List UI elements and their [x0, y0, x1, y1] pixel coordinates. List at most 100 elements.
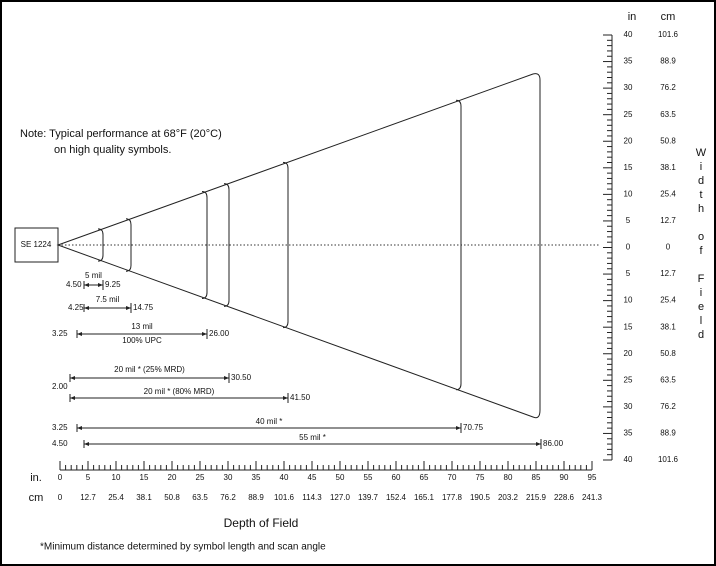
x-tick-label-in: 40: [280, 473, 289, 482]
y-tick-label-cm: 25.4: [660, 296, 676, 305]
note-line: Note: Typical performance at 68°F (20°C): [20, 128, 222, 140]
range-start: 4.50: [66, 280, 82, 289]
y-tick-label-cm: 76.2: [660, 83, 676, 92]
x-tick-label-cm: 152.4: [386, 493, 407, 502]
range-end: 30.50: [231, 373, 252, 382]
x-tick-label-in: 5: [86, 473, 91, 482]
x-tick-label-cm: 76.2: [220, 493, 236, 502]
y-tick-label-cm: 12.7: [660, 216, 676, 225]
width-arc: [125, 218, 132, 272]
x-tick-label-cm: 0: [58, 493, 63, 502]
x-tick-label-cm: 50.8: [164, 493, 180, 502]
y-tick-label-cm: 88.9: [660, 57, 676, 66]
y-tick-label-in: 0: [626, 243, 631, 252]
x-tick-label-in: 0: [58, 473, 63, 482]
x-tick-label-cm: 228.6: [554, 493, 575, 502]
y-tick-label-cm: 38.1: [660, 322, 676, 331]
x-tick-label-cm: 203.2: [498, 493, 519, 502]
y-tick-label-in: 15: [624, 163, 633, 172]
range-name: 40 mil *: [256, 417, 283, 426]
y-tick-label-cm: 25.4: [660, 189, 676, 198]
x-tick-label-in: 30: [224, 473, 233, 482]
x-tick-label-in: 55: [364, 473, 373, 482]
range-end: 86.00: [543, 439, 564, 448]
y-tick-label-in: 10: [624, 296, 633, 305]
y-tick-label-in: 35: [624, 57, 633, 66]
x-tick-label-cm: 88.9: [248, 493, 264, 502]
x-tick-label-cm: 12.7: [80, 493, 96, 502]
range-start: 3.25: [52, 423, 68, 432]
note-line: on high quality symbols.: [54, 144, 171, 156]
range-name: 20 mil * (80% MRD): [144, 387, 215, 396]
y-tick-label-in: 5: [626, 216, 631, 225]
x-axis-title: Depth of Field: [224, 516, 299, 530]
y-tick-label-in: 20: [624, 349, 633, 358]
x-tick-label-in: 90: [560, 473, 569, 482]
range-end: 14.75: [133, 303, 154, 312]
width-arc: [223, 183, 230, 307]
y-tick-label-cm: 0: [666, 243, 671, 252]
y-tick-label-in: 15: [624, 322, 633, 331]
y-tick-label-cm: 63.5: [660, 110, 676, 119]
range-name: 55 mil *: [299, 433, 326, 442]
x-tick-label-cm: 190.5: [470, 493, 491, 502]
x-tick-label-in: 15: [140, 473, 149, 482]
y-axis-title: Width of Field: [695, 147, 707, 343]
range-name: 7.5 mil: [96, 295, 120, 304]
x-tick-label-cm: 63.5: [192, 493, 208, 502]
x-tick-label-cm: 25.4: [108, 493, 124, 502]
y-tick-label-in: 40: [624, 30, 633, 39]
width-arc: [201, 190, 208, 300]
range-end: 41.50: [290, 393, 311, 402]
x-tick-label-in: 25: [196, 473, 205, 482]
y-tick-label-cm: 101.6: [658, 30, 679, 39]
x-tick-label-in: 45: [308, 473, 317, 482]
range-end: 70.75: [463, 423, 484, 432]
range-start: 4.25: [68, 303, 84, 312]
y-tick-label-cm: 50.8: [660, 136, 676, 145]
x-tick-label-in: 35: [252, 473, 261, 482]
x-tick-label-in: 60: [392, 473, 401, 482]
range-name: 5 mil: [85, 271, 102, 280]
x-tick-label-in: 50: [336, 473, 345, 482]
width-arc: [97, 228, 104, 262]
x-tick-label-cm: 165.1: [414, 493, 435, 502]
range-name: 13 mil: [131, 322, 153, 331]
x-tick-label-cm: 177.8: [442, 493, 463, 502]
y-tick-label-in: 30: [624, 402, 633, 411]
x-tick-label-cm: 127.0: [330, 493, 351, 502]
x-tick-label-in: 80: [504, 473, 513, 482]
y-unit-cm: cm: [661, 11, 676, 23]
x-tick-label-in: 20: [168, 473, 177, 482]
y-tick-label-cm: 88.9: [660, 429, 676, 438]
scanner-label: SE 1224: [21, 240, 52, 249]
x-unit-cm: cm: [29, 492, 44, 504]
range-note: 100% UPC: [122, 336, 162, 345]
x-tick-label-in: 85: [532, 473, 541, 482]
x-tick-label-cm: 215.9: [526, 493, 547, 502]
width-arc: [455, 99, 462, 391]
y-tick-label-cm: 38.1: [660, 163, 676, 172]
x-tick-label-in: 70: [448, 473, 457, 482]
x-tick-label-cm: 38.1: [136, 493, 152, 502]
y-tick-label-in: 10: [624, 189, 633, 198]
x-tick-label-in: 10: [112, 473, 121, 482]
range-end: 26.00: [209, 329, 230, 338]
x-tick-label-cm: 101.6: [274, 493, 295, 502]
y-tick-label-in: 25: [624, 375, 633, 384]
x-unit-in: in.: [30, 472, 42, 484]
range-start: 4.50: [52, 439, 68, 448]
y-tick-label-in: 20: [624, 136, 633, 145]
y-tick-label-cm: 12.7: [660, 269, 676, 278]
range-end: 9.25: [105, 280, 121, 289]
y-tick-label-cm: 101.6: [658, 455, 679, 464]
arrow: [84, 306, 131, 310]
range-start: 2.00: [52, 382, 68, 391]
y-tick-label-in: 30: [624, 83, 633, 92]
x-tick-label-in: 65: [420, 473, 429, 482]
y-tick-label-cm: 76.2: [660, 402, 676, 411]
x-tick-label-cm: 241.3: [582, 493, 603, 502]
scanner-box: [14, 227, 59, 263]
